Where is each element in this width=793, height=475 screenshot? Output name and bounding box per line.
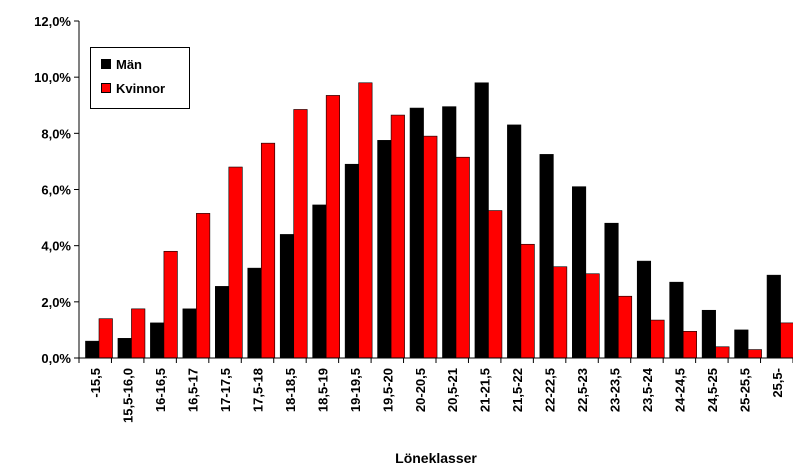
bar-series-2	[781, 323, 793, 358]
bar-series-2	[261, 143, 275, 358]
bar-series-1	[313, 205, 327, 358]
bar-series-2	[326, 95, 340, 358]
y-tick-label: 8,0%	[41, 126, 71, 141]
bar-series-1	[86, 341, 100, 358]
x-tick-label: 22,5-23	[575, 368, 590, 412]
bar-series-1	[637, 261, 651, 358]
bar-series-1	[345, 164, 359, 358]
legend-item-series-2: Kvinnor	[101, 80, 165, 96]
bar-series-1	[605, 223, 619, 358]
x-tick-label: 15,5-16,0	[121, 368, 136, 423]
bar-series-1	[443, 107, 457, 358]
bar-series-1	[735, 330, 749, 358]
bar-series-2	[294, 109, 308, 358]
x-tick-label: 25,5-	[770, 368, 785, 398]
bar-series-1	[183, 309, 197, 358]
x-tick-label: 19-19,5	[348, 368, 363, 412]
y-axis: 0,0% 2,0% 4,0% 6,0% 8,0% 10,0% 12,0%	[34, 14, 79, 366]
x-tick-label: 24,5-25	[705, 368, 720, 412]
x-tick-label: 21,5-22	[510, 368, 525, 412]
bars	[86, 83, 793, 358]
bar-series-2	[391, 115, 405, 358]
bar-series-1	[378, 140, 392, 358]
bar-series-2	[229, 167, 243, 358]
x-tick-label: 24-24,5	[672, 368, 687, 412]
x-tick-label: -15,5	[88, 368, 103, 398]
bar-series-2	[488, 211, 502, 358]
y-tick-label: 0,0%	[41, 351, 71, 366]
bar-series-2	[424, 136, 438, 358]
y-tick-label: 4,0%	[41, 239, 71, 254]
x-axis: -15,5 15,5-16,0 16-16,5 16,5-17 17-17,5 17,5-…	[79, 358, 793, 423]
y-tick-label: 2,0%	[41, 295, 71, 310]
x-tick-label: 17,5-18	[251, 368, 266, 412]
bar-series-2	[521, 244, 535, 358]
bar-series-2	[716, 347, 730, 358]
bar-series-2	[456, 157, 470, 358]
legend-label-series-2: Kvinnor	[116, 81, 165, 96]
bar-series-1	[280, 234, 294, 358]
x-tick-label: 16,5-17	[186, 368, 201, 412]
bar-series-1	[150, 323, 164, 358]
x-tick-label: 23,5-24	[640, 367, 655, 412]
legend-label-series-1: Män	[116, 57, 142, 72]
x-tick-label: 23-23,5	[608, 368, 623, 412]
x-tick-label: 19,5-20	[380, 368, 395, 412]
bar-series-2	[196, 213, 210, 358]
bar-series-1	[507, 125, 520, 358]
legend: Män Kvinnor	[90, 47, 190, 109]
bar-series-2	[651, 320, 665, 358]
bar-series-1	[215, 286, 229, 358]
bar-series-1	[475, 83, 489, 358]
bar-series-2	[131, 309, 145, 358]
x-tick-label: 25-25,5	[737, 368, 752, 412]
bar-series-2	[553, 267, 567, 358]
bar-series-1	[670, 282, 684, 358]
bar-series-1	[767, 275, 781, 358]
bar-series-1	[118, 338, 132, 358]
y-tick-label: 6,0%	[41, 183, 71, 198]
bar-series-2	[748, 350, 762, 358]
x-tick-label: 17-17,5	[218, 368, 233, 412]
legend-swatch-series-2	[101, 83, 111, 93]
legend-item-series-1: Män	[101, 56, 142, 72]
bar-series-2	[359, 83, 373, 358]
bar-series-2	[586, 274, 600, 358]
bar-series-1	[248, 268, 261, 358]
x-tick-label: 16-16,5	[153, 368, 168, 412]
x-axis-title: Löneklasser	[395, 450, 477, 466]
bar-series-2	[683, 331, 697, 358]
x-tick-label: 18-18,5	[283, 368, 298, 412]
x-tick-label: 20,5-21	[445, 368, 460, 412]
y-tick-label: 10,0%	[34, 70, 71, 85]
bar-series-1	[702, 310, 716, 358]
legend-swatch-series-1	[101, 59, 111, 69]
x-tick-label: 18,5-19	[315, 368, 330, 412]
y-tick-label: 12,0%	[34, 14, 71, 29]
bar-series-1	[572, 187, 586, 358]
bar-series-2	[618, 296, 632, 358]
x-tick-label: 21-21,5	[478, 368, 493, 412]
bar-series-1	[540, 154, 554, 358]
x-tick-label: 20-20,5	[413, 368, 428, 412]
bar-series-1	[410, 108, 424, 358]
x-tick-label: 22-22,5	[543, 368, 558, 412]
bar-series-2	[164, 251, 178, 358]
bar-series-2	[99, 319, 113, 358]
